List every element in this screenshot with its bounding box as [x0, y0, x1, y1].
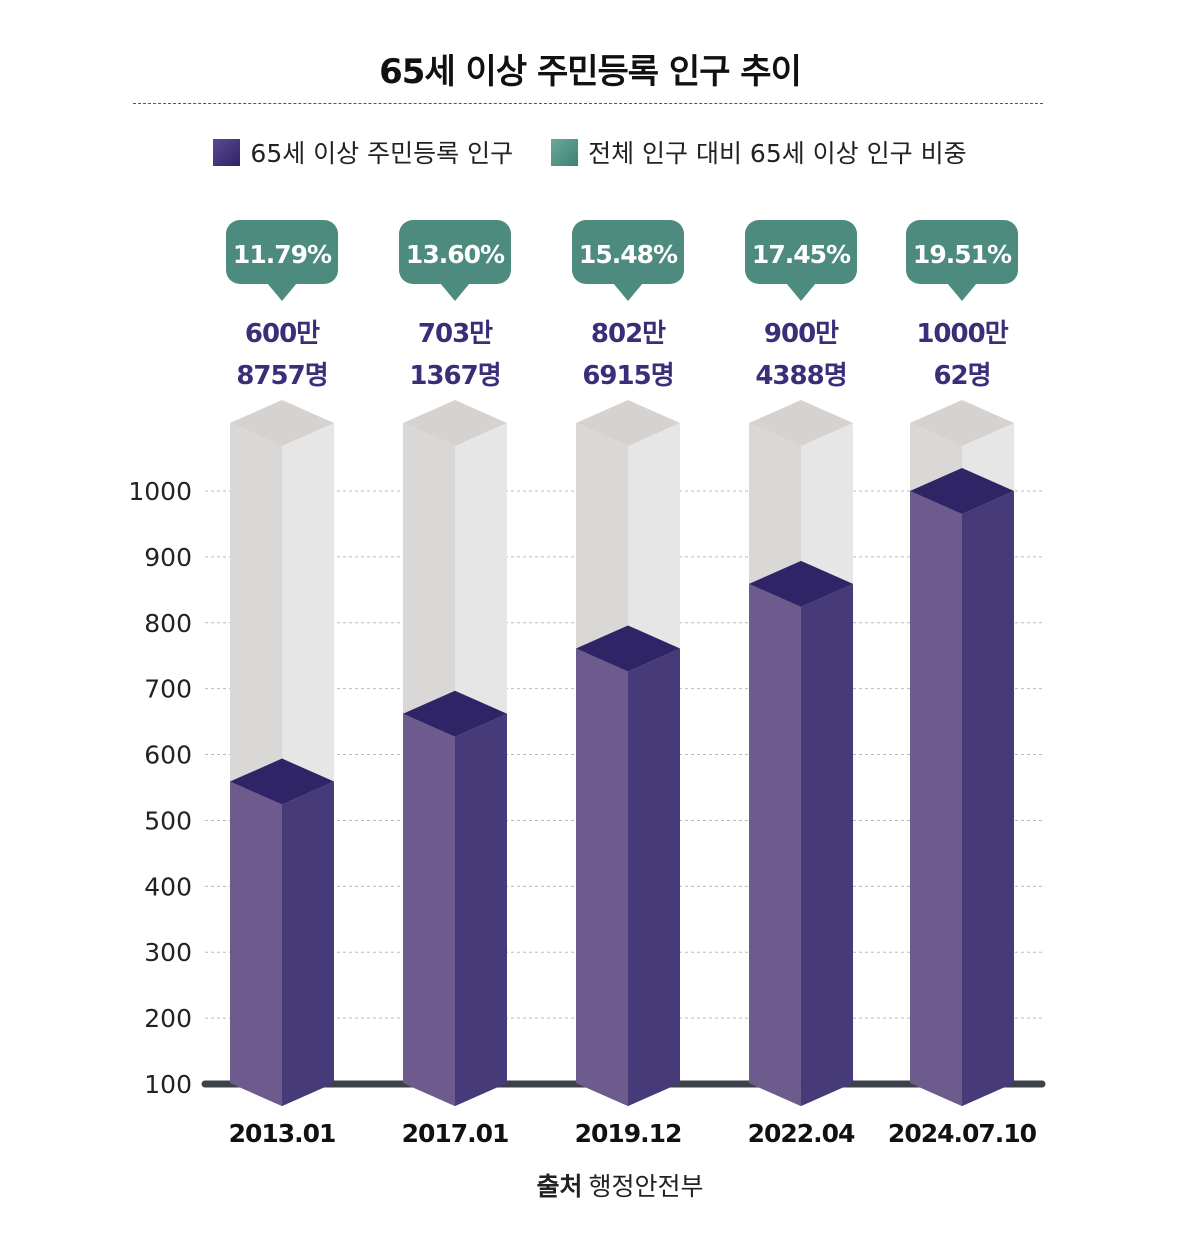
bar-bottom-side — [282, 1058, 334, 1106]
source-label: 출처 — [536, 1172, 583, 1201]
bar-side — [455, 713, 507, 1106]
bar-front — [910, 491, 962, 1106]
value-label-line2: 1367명 — [409, 361, 500, 391]
bar-group — [749, 400, 853, 1106]
ratio-bubble — [572, 220, 684, 284]
bar-front — [403, 713, 455, 1106]
x-tick-label: 2024.07.10 — [888, 1119, 1037, 1148]
value-label-line1: 600만 — [245, 319, 320, 349]
bar-bottom-front — [403, 1058, 455, 1106]
bar-top — [910, 468, 1014, 514]
ratio-bubble-pointer — [440, 283, 470, 301]
bars — [230, 400, 1014, 1106]
value-label-line1: 802만 — [591, 319, 666, 349]
y-tick-label: 1000 — [128, 477, 192, 506]
ratio-bubble — [226, 220, 338, 284]
legend-swatch-ratio — [551, 138, 579, 166]
gridlines — [205, 490, 1042, 1019]
value-label-line1: 1000만 — [916, 319, 1008, 349]
value-label-line2: 4388명 — [755, 361, 846, 391]
source-value: 행정안전부 — [588, 1172, 704, 1201]
ghost-bar-top — [749, 400, 853, 446]
bar-front — [230, 781, 282, 1106]
source-credit: 출처 행정안전부 — [0, 1167, 1200, 1203]
legend-item-population: 65세 이상 주민등록 인구 — [213, 134, 513, 170]
ghost-bar-top — [403, 400, 507, 446]
ratio-bubble-pointer — [947, 283, 977, 301]
bar-side — [628, 648, 680, 1106]
legend-label-population: 65세 이상 주민등록 인구 — [250, 139, 514, 168]
bar-bottom-side — [962, 1058, 1014, 1106]
y-tick-label: 800 — [144, 609, 192, 638]
bar-bottom-side — [455, 1058, 507, 1106]
bar-bottom-front — [576, 1058, 628, 1106]
bar-top — [230, 758, 334, 805]
bar-group — [230, 400, 334, 1106]
bar-side — [282, 781, 334, 1106]
ratio-label: 11.79% — [233, 240, 332, 269]
y-tick-label: 300 — [144, 938, 192, 967]
legend: 65세 이상 주민등록 인구 전체 인구 대비 65세 이상 인구 비중 — [0, 134, 1180, 170]
ratio-label: 15.48% — [579, 240, 678, 269]
ratio-bubble — [906, 220, 1018, 284]
ratio-bubble-pointer — [786, 283, 816, 301]
value-label-line1: 703만 — [418, 319, 493, 349]
ratio-label: 17.45% — [752, 240, 851, 269]
x-axis-labels: 2013.01 2017.01 2019.12 2022.04 2024.07.10 — [229, 1119, 1038, 1148]
bar-group — [403, 400, 507, 1106]
bar-group — [910, 400, 1014, 1106]
ghost-bar-top — [230, 400, 334, 446]
bar-bottom-side — [801, 1058, 853, 1106]
ratio-bubble-pointer — [613, 283, 643, 301]
ratio-label: 13.60% — [406, 240, 505, 269]
y-tick-label: 700 — [144, 675, 192, 704]
y-tick-label: 200 — [144, 1004, 192, 1033]
x-tick-label: 2022.04 — [748, 1119, 855, 1148]
ratio-bubble — [745, 220, 857, 284]
y-tick-label: 400 — [144, 872, 192, 901]
ghost-bar-top — [576, 400, 680, 446]
bar-side — [962, 491, 1014, 1106]
x-tick-label: 2013.01 — [229, 1119, 336, 1148]
bar-side — [801, 583, 853, 1106]
legend-swatch-population — [213, 138, 241, 166]
bar-front — [749, 583, 801, 1106]
value-label-line1: 900만 — [764, 319, 839, 349]
legend-item-ratio: 전체 인구 대비 65세 이상 인구 비중 — [551, 134, 967, 170]
bar-top — [403, 690, 507, 737]
bar-group — [576, 400, 680, 1106]
ratio-label: 19.51% — [913, 240, 1012, 269]
bar-top — [576, 625, 680, 672]
y-axis-ticks: 100 200 300 400 500 600 700 800 900 1000 — [128, 477, 192, 1099]
bar-bottom-front — [230, 1058, 282, 1106]
data-labels: 11.79% 600만 8757명 13.60% 703만 1367명 15.48% 802만… — [226, 220, 1018, 391]
bar-bottom-side — [628, 1058, 680, 1106]
value-label-line2: 62명 — [933, 361, 990, 391]
y-tick-label: 600 — [144, 741, 192, 770]
y-tick-label: 100 — [144, 1070, 192, 1099]
legend-label-ratio: 전체 인구 대비 65세 이상 인구 비중 — [588, 139, 967, 168]
chart-title: 65세 이상 주민등록 인구 추이 — [379, 52, 802, 92]
x-tick-label: 2019.12 — [575, 1119, 682, 1148]
title-divider — [133, 103, 1043, 104]
value-label-line2: 8757명 — [236, 361, 327, 391]
x-tick-label: 2017.01 — [402, 1119, 509, 1148]
bar-front — [576, 648, 628, 1106]
bar-top — [749, 560, 853, 607]
bar-bottom-front — [910, 1058, 962, 1106]
value-label-line2: 6915명 — [582, 361, 673, 391]
y-tick-label: 900 — [144, 543, 192, 572]
ghost-bar-top — [910, 400, 1014, 446]
ratio-bubble-pointer — [267, 283, 297, 301]
y-tick-label: 500 — [144, 806, 192, 835]
ratio-bubble — [399, 220, 511, 284]
bar-bottom-front — [749, 1058, 801, 1106]
